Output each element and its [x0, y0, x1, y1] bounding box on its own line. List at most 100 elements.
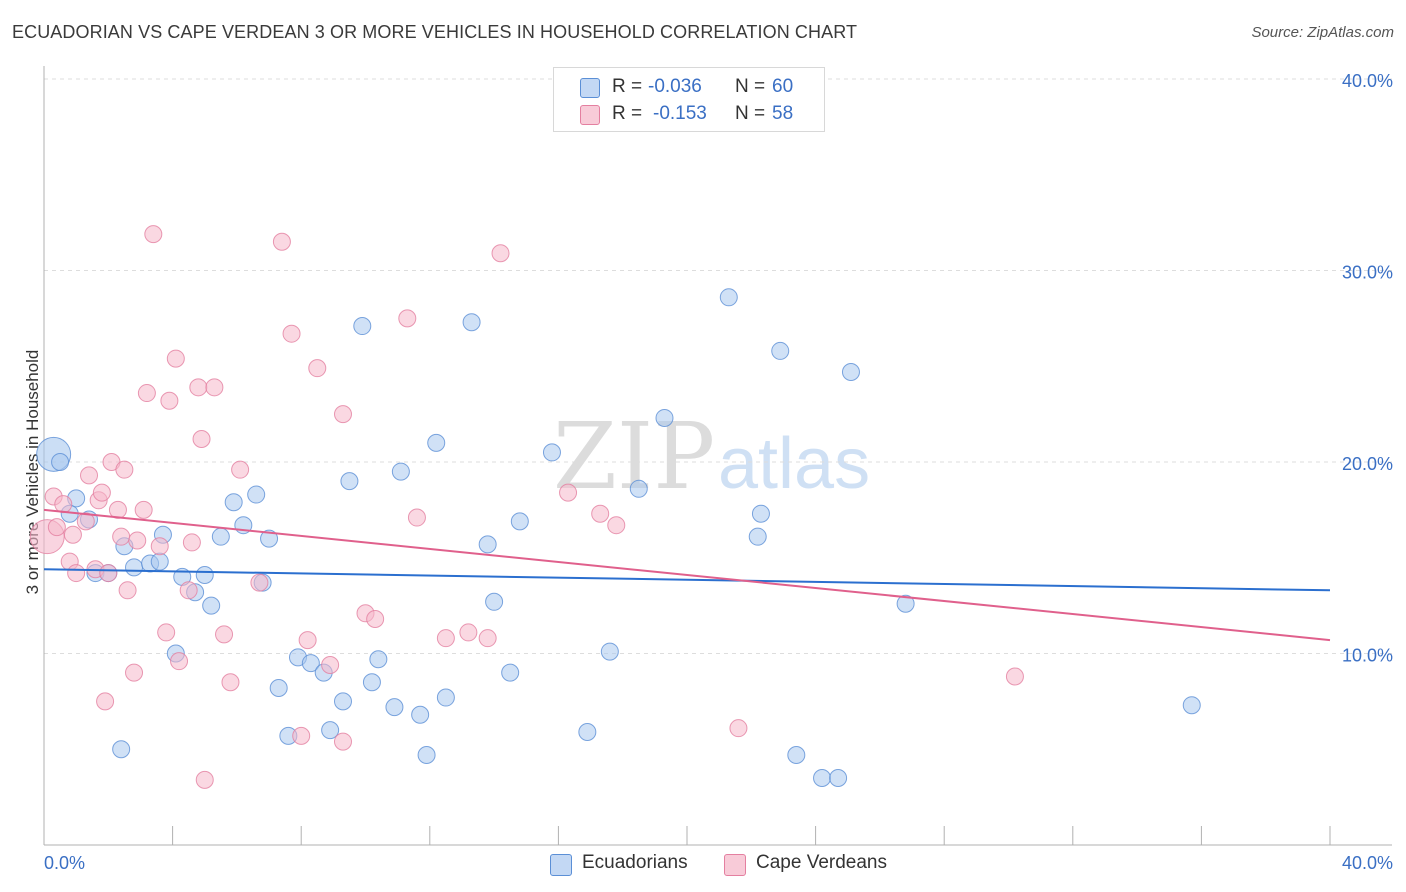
cape-verdean-point: [729, 719, 748, 738]
ecuadorian-point: [411, 705, 430, 724]
cape-verdean-point: [398, 309, 417, 328]
cape-verdean-point: [157, 623, 176, 642]
cape-verdean-point: [607, 516, 626, 535]
bottom-legend-label: Cape Verdeans: [756, 852, 887, 873]
legend-n-label: N =: [735, 103, 766, 124]
bottom-swatch-pink: [724, 854, 746, 876]
cape-verdean-point: [189, 378, 208, 397]
cape-verdean-point: [92, 483, 111, 502]
ecuadorian-point: [748, 527, 767, 546]
ecuadorian-point: [340, 472, 359, 491]
ecuadorian-point: [211, 527, 230, 546]
ecuadorian-point: [112, 740, 131, 759]
cape-verdean-point: [76, 512, 95, 531]
ecuadorian-point: [333, 692, 352, 711]
cape-verdean-point: [215, 625, 234, 644]
cape-verdean-point: [170, 652, 189, 671]
cape-verdean-point: [67, 564, 86, 583]
cape-verdean-point: [205, 378, 224, 397]
ecuadorian-point: [1182, 696, 1201, 715]
ecuadorian-point: [427, 433, 446, 452]
y-axis-title: 3 or more Vehicles in Household: [23, 350, 42, 595]
cape-verdean-point: [478, 629, 497, 648]
ecuadorian-point: [224, 493, 243, 512]
ecuadorian-point: [629, 479, 648, 498]
cape-verdean-point: [333, 732, 352, 751]
cape-verdean-point: [63, 525, 82, 544]
ecuadorian-point: [417, 745, 436, 764]
ecuadorian-point: [655, 408, 674, 427]
ecuadorian-point: [771, 341, 790, 360]
ecuadorian-point: [542, 443, 561, 462]
x-tick-label: 0.0%: [44, 853, 85, 873]
ecuadorian-point: [896, 594, 915, 613]
ecuadorian-point: [247, 485, 266, 504]
cape-verdean-point: [459, 623, 478, 642]
ecuadorian-point: [301, 654, 320, 673]
y-tick-label: 30.0%: [1342, 263, 1393, 283]
cape-verdean-point: [125, 663, 144, 682]
cape-verdean-point: [308, 359, 327, 378]
watermark-atlas: atlas: [718, 424, 870, 504]
cape-verdean-point: [150, 537, 169, 556]
ecuadorian-point: [195, 565, 214, 584]
cape-verdean-point: [137, 384, 156, 403]
ecuadorian-point: [510, 512, 529, 531]
x-tick-label: 40.0%: [1342, 853, 1393, 873]
ecuadorian-point: [719, 288, 738, 307]
legend-n-value: 60: [772, 76, 794, 97]
chart-title: ECUADORIAN VS CAPE VERDEAN 3 OR MORE VEH…: [12, 22, 858, 42]
correlation-legend: R = -0.036 N = 60 R = -0.153 N = 58: [553, 67, 825, 132]
cape-verdean-point: [559, 483, 578, 502]
legend-r-value: -0.153: [653, 103, 707, 124]
cape-verdean-point: [591, 504, 610, 523]
cape-verdean-point: [298, 631, 317, 650]
y-tick-label: 10.0%: [1342, 646, 1393, 666]
cape-verdean-point: [333, 405, 352, 424]
ecuadorian-point: [600, 642, 619, 661]
cape-verdean-point: [134, 500, 153, 519]
ecuadorian-point: [501, 663, 520, 682]
ecuadorian-point: [787, 745, 806, 764]
legend-r-label: R =: [612, 76, 643, 97]
ecuadorian-point: [362, 673, 381, 692]
ecuadorian-point: [841, 362, 860, 381]
cape-verdean-point: [144, 225, 163, 244]
cape-verdean-point: [282, 324, 301, 343]
ecuadorian-point: [436, 688, 455, 707]
cape-verdean-point: [179, 581, 198, 600]
ecuadorian-point: [150, 552, 169, 571]
ecuadorian-point: [260, 529, 279, 548]
cape-verdean-point: [112, 527, 131, 546]
cape-verdean-point: [96, 692, 115, 711]
cape-verdean-point: [491, 244, 510, 263]
ecuadorian-point: [578, 723, 597, 742]
cape-verdean-point: [80, 466, 99, 485]
y-tick-label: 20.0%: [1342, 454, 1393, 474]
cape-verdean-point: [118, 581, 137, 600]
ecuadorian-point: [125, 558, 144, 577]
ecuadorian-point: [269, 678, 288, 697]
ecuadorian-point: [321, 721, 340, 740]
legend-swatch-blue: [580, 78, 600, 98]
cape-verdean-point: [192, 430, 211, 449]
cape-verdean-point: [54, 495, 73, 514]
source-label: Source: ZipAtlas.com: [1251, 24, 1394, 41]
cape-verdean-point: [1005, 667, 1024, 686]
legend-r-value: -0.036: [648, 76, 702, 97]
ecuadorian-point: [478, 535, 497, 554]
legend-swatch-pink: [580, 105, 600, 125]
cape-verdean-point: [366, 610, 385, 629]
cape-verdean-point: [221, 673, 240, 692]
cape-verdean-point: [108, 500, 127, 519]
cape-verdean-trend-line: [43, 508, 1331, 642]
cape-verdean-point: [250, 573, 269, 592]
ecuadorian-point: [751, 504, 770, 523]
ecuadorian-point: [202, 596, 221, 615]
cape-verdean-point: [407, 508, 426, 527]
legend-n-value: 58: [772, 103, 794, 124]
bottom-swatch-blue: [550, 854, 572, 876]
legend-r-label: R =: [612, 103, 643, 124]
legend-n-label: N =: [735, 76, 766, 97]
